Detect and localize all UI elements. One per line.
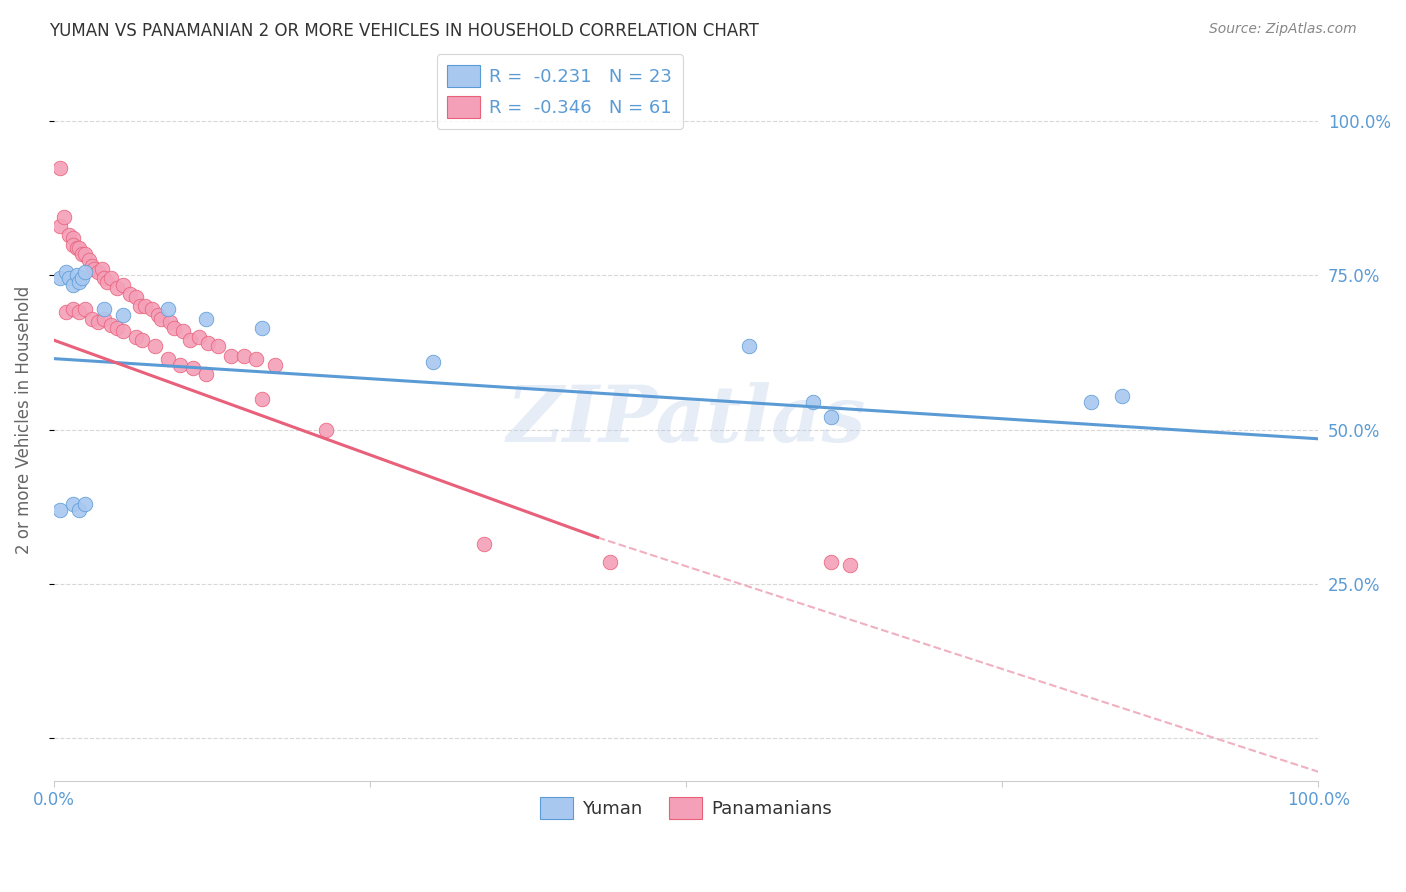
Point xyxy=(80,311,103,326)
Point xyxy=(820,555,842,569)
Point xyxy=(839,558,862,573)
Point xyxy=(169,358,191,372)
Point xyxy=(112,324,135,338)
Point xyxy=(820,410,842,425)
Point xyxy=(67,305,90,319)
Point xyxy=(93,311,115,326)
Point xyxy=(197,336,219,351)
Point xyxy=(52,210,75,224)
Point xyxy=(472,536,495,550)
Point xyxy=(62,277,84,292)
Point xyxy=(90,262,112,277)
Point xyxy=(70,247,93,261)
Point xyxy=(75,265,97,279)
Text: YUMAN VS PANAMANIAN 2 OR MORE VEHICLES IN HOUSEHOLD CORRELATION CHART: YUMAN VS PANAMANIAN 2 OR MORE VEHICLES I… xyxy=(49,22,759,40)
Point xyxy=(70,271,93,285)
Point xyxy=(65,241,87,255)
Point xyxy=(599,555,621,569)
Point xyxy=(179,333,201,347)
Point xyxy=(125,330,148,344)
Point xyxy=(146,309,169,323)
Point xyxy=(1080,394,1102,409)
Point xyxy=(207,339,229,353)
Point xyxy=(1111,389,1133,403)
Point xyxy=(141,302,163,317)
Point xyxy=(77,252,100,267)
Point xyxy=(245,351,267,366)
Point xyxy=(87,265,110,279)
Point xyxy=(143,339,166,353)
Legend: Yuman, Panamanians: Yuman, Panamanians xyxy=(533,789,839,826)
Point xyxy=(156,351,179,366)
Point xyxy=(80,259,103,273)
Point xyxy=(738,339,761,353)
Point xyxy=(801,394,824,409)
Point xyxy=(67,502,90,516)
Point xyxy=(62,497,84,511)
Point xyxy=(163,321,186,335)
Point xyxy=(49,219,72,233)
Point xyxy=(172,324,194,338)
Point xyxy=(87,315,110,329)
Text: Source: ZipAtlas.com: Source: ZipAtlas.com xyxy=(1209,22,1357,37)
Point xyxy=(100,271,122,285)
Point xyxy=(315,423,337,437)
Point xyxy=(128,299,150,313)
Point xyxy=(75,247,97,261)
Point xyxy=(49,271,72,285)
Point xyxy=(150,311,173,326)
Point xyxy=(194,311,217,326)
Y-axis label: 2 or more Vehicles in Household: 2 or more Vehicles in Household xyxy=(15,286,32,555)
Point xyxy=(65,268,87,283)
Point xyxy=(188,330,211,344)
Point xyxy=(62,302,84,317)
Point xyxy=(232,349,254,363)
Point xyxy=(75,497,97,511)
Text: ZIPatlas: ZIPatlas xyxy=(506,382,866,458)
Point xyxy=(252,392,274,406)
Point xyxy=(62,237,84,252)
Point xyxy=(55,265,77,279)
Point xyxy=(55,305,77,319)
Point xyxy=(100,318,122,332)
Point xyxy=(264,358,287,372)
Point xyxy=(58,271,80,285)
Point xyxy=(67,275,90,289)
Point xyxy=(96,275,118,289)
Point xyxy=(422,355,444,369)
Point xyxy=(181,360,204,375)
Point xyxy=(105,321,128,335)
Point xyxy=(62,231,84,245)
Point xyxy=(156,302,179,317)
Point xyxy=(93,302,115,317)
Point xyxy=(194,367,217,381)
Point xyxy=(67,241,90,255)
Point xyxy=(83,262,105,277)
Point xyxy=(252,321,274,335)
Point xyxy=(159,315,181,329)
Point xyxy=(105,281,128,295)
Point xyxy=(75,302,97,317)
Point xyxy=(112,277,135,292)
Point xyxy=(112,309,135,323)
Point xyxy=(49,502,72,516)
Point xyxy=(58,228,80,243)
Point xyxy=(125,290,148,304)
Point xyxy=(131,333,153,347)
Point xyxy=(118,286,141,301)
Point xyxy=(134,299,156,313)
Point xyxy=(49,161,72,175)
Point xyxy=(219,349,242,363)
Point xyxy=(93,271,115,285)
